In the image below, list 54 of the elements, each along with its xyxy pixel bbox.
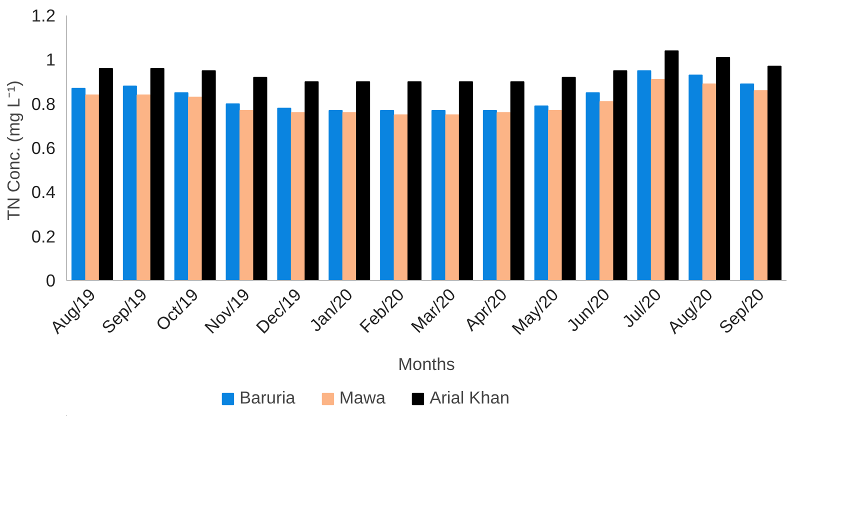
bar (407, 81, 422, 280)
bar (716, 56, 730, 280)
y-tick-label: 0.6 (31, 138, 56, 158)
y-axis-title: TN Conc. (mg L⁻¹) (3, 80, 24, 220)
bar (458, 81, 473, 280)
bar (253, 76, 268, 280)
bar (304, 81, 319, 280)
legend-label: Mawa (339, 388, 386, 408)
bar (534, 106, 548, 280)
bar (767, 66, 782, 280)
bar (431, 110, 446, 280)
bar (496, 112, 511, 280)
bar (637, 70, 652, 280)
bar (239, 110, 254, 280)
y-tick-label: 0.8 (31, 94, 56, 114)
bar (482, 110, 497, 280)
bar (290, 112, 305, 280)
bar (548, 110, 562, 280)
y-tick-label: 1.2 (31, 6, 56, 26)
bar (202, 70, 216, 280)
bar (328, 110, 343, 280)
bar (380, 110, 394, 280)
bar (342, 112, 356, 280)
bar (754, 90, 768, 280)
y-tick-label: 0.2 (31, 226, 56, 246)
bar (174, 92, 188, 280)
bar (277, 108, 292, 280)
bar (702, 83, 716, 280)
bar (664, 50, 679, 280)
bar (599, 101, 614, 280)
bar (562, 76, 576, 280)
bar (650, 79, 665, 280)
bar (356, 81, 370, 280)
bar (188, 96, 202, 280)
bar (85, 94, 100, 280)
legend-label: Arial Khan (430, 388, 510, 408)
x-axis-title: Months (398, 354, 456, 374)
legend-label: Baruria (239, 388, 296, 408)
bar (226, 103, 240, 280)
bar (98, 68, 113, 280)
y-tick-label: 0 (46, 270, 56, 290)
bar (71, 88, 86, 280)
bar (740, 83, 754, 280)
bar (136, 94, 151, 280)
bar (445, 114, 460, 280)
y-tick-label: 0.4 (31, 182, 56, 202)
bar (510, 81, 524, 280)
bar (586, 92, 600, 280)
bar (122, 86, 137, 280)
bar (688, 74, 703, 280)
bar (613, 70, 628, 280)
bar (150, 68, 164, 280)
y-tick-label: 1 (46, 50, 56, 70)
bar (394, 114, 408, 280)
